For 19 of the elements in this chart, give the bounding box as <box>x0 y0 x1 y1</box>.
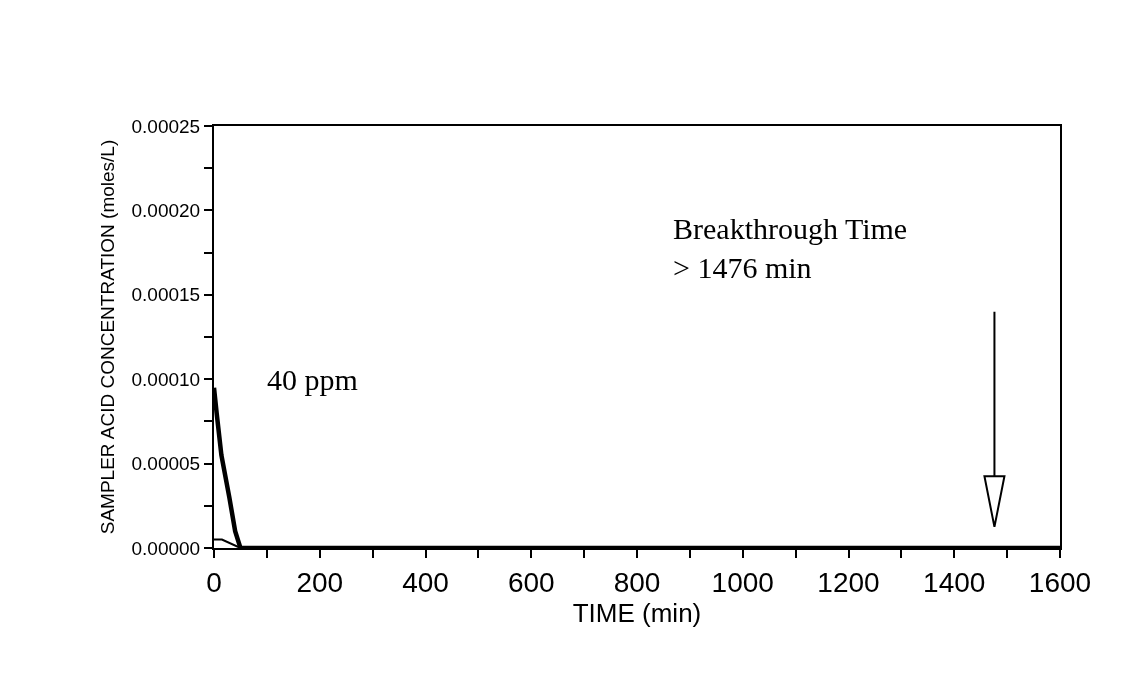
x-tick-label: 1200 <box>817 566 880 598</box>
y-tick-label: 0.00025 <box>131 115 201 137</box>
annotation: 40 ppm <box>267 363 358 396</box>
x-tick-label: 1600 <box>1028 566 1092 598</box>
x-tick-label: 800 <box>613 566 661 598</box>
x-tick-label: 0 <box>206 566 222 598</box>
x-tick-label: 1000 <box>711 566 774 598</box>
y-tick-label: 0.00005 <box>131 453 201 475</box>
annotation: Breakthrough Time > 1476 min <box>673 212 908 284</box>
x-tick-label: 200 <box>296 566 344 598</box>
y-tick-label: 0.00010 <box>131 368 201 390</box>
x-tick-label: 1400 <box>923 566 986 598</box>
x-axis-title: TIME (min) <box>572 597 702 628</box>
y-tick-label: 0.00015 <box>131 284 201 306</box>
y-axis-title: SAMPLER ACID CONCENTRATION (moles/L) <box>96 139 118 535</box>
x-tick-label: 600 <box>507 566 555 598</box>
x-tick-label: 400 <box>402 566 449 598</box>
y-tick-label: 0.00000 <box>131 537 201 559</box>
y-tick-label: 0.00020 <box>131 200 201 222</box>
